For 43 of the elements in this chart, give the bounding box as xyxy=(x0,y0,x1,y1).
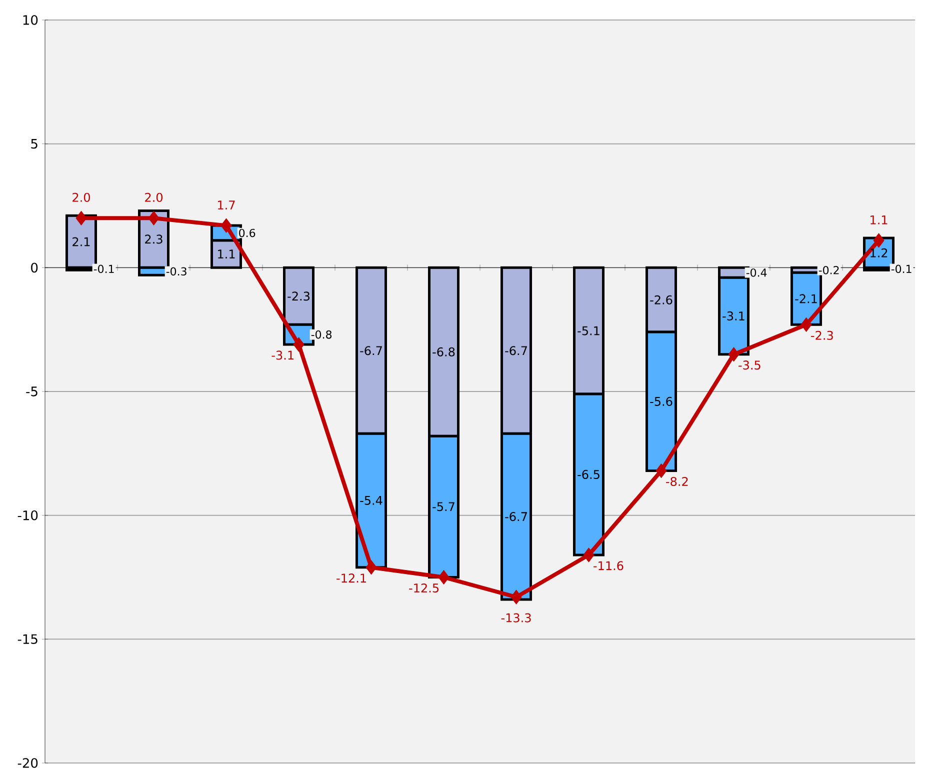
data-label: -12.1 xyxy=(336,574,366,582)
data-label: -11.6 xyxy=(594,561,624,570)
data-label: -6.8 xyxy=(432,347,455,356)
y-tick-label: -15 xyxy=(18,634,38,644)
data-label: -2.6 xyxy=(650,295,672,304)
data-label: -0.2 xyxy=(818,266,839,274)
data-label: 1.2 xyxy=(870,248,888,258)
data-label: 2.0 xyxy=(72,192,90,202)
y-tick-label: 10 xyxy=(23,15,38,25)
data-label: 2.0 xyxy=(145,192,162,202)
data-label: -6.7 xyxy=(505,512,527,522)
data-label: 1.1 xyxy=(870,215,888,224)
y-tick-label: -20 xyxy=(18,758,38,768)
data-label: -0.1 xyxy=(94,264,114,274)
data-label: -0.3 xyxy=(166,267,186,276)
data-label: 1.7 xyxy=(218,200,235,210)
data-label: -0.8 xyxy=(311,330,332,339)
data-label: -13.3 xyxy=(501,613,531,622)
data-label: -3.1 xyxy=(722,311,744,320)
data-label: -2.3 xyxy=(288,292,310,301)
data-label: -2.3 xyxy=(811,330,833,340)
data-label: 2.3 xyxy=(145,234,162,244)
y-tick-label: 5 xyxy=(31,139,38,149)
data-label: -5.6 xyxy=(650,396,672,406)
data-label: -0.4 xyxy=(746,268,767,277)
data-label: -12.5 xyxy=(409,583,439,593)
y-tick-label: -5 xyxy=(26,386,38,396)
y-tick-label: 0 xyxy=(31,262,38,273)
data-label: -3.1 xyxy=(272,350,294,360)
data-label: 2.1 xyxy=(72,237,90,246)
data-label: -6.7 xyxy=(360,346,382,356)
data-label: 0.6 xyxy=(239,228,256,238)
data-label: -2.1 xyxy=(795,294,817,304)
data-label: -6.5 xyxy=(578,470,600,480)
y-tick-label: -10 xyxy=(18,510,38,520)
data-label: -3.5 xyxy=(738,360,760,370)
data-label: -6.7 xyxy=(505,346,527,356)
data-label: -8.2 xyxy=(666,476,688,486)
data-label: 1.1 xyxy=(218,250,235,258)
data-label: -5.1 xyxy=(578,326,600,336)
data-label: -5.4 xyxy=(360,496,382,505)
data-label: -0.1 xyxy=(891,264,912,274)
data-label: -5.7 xyxy=(432,502,454,512)
